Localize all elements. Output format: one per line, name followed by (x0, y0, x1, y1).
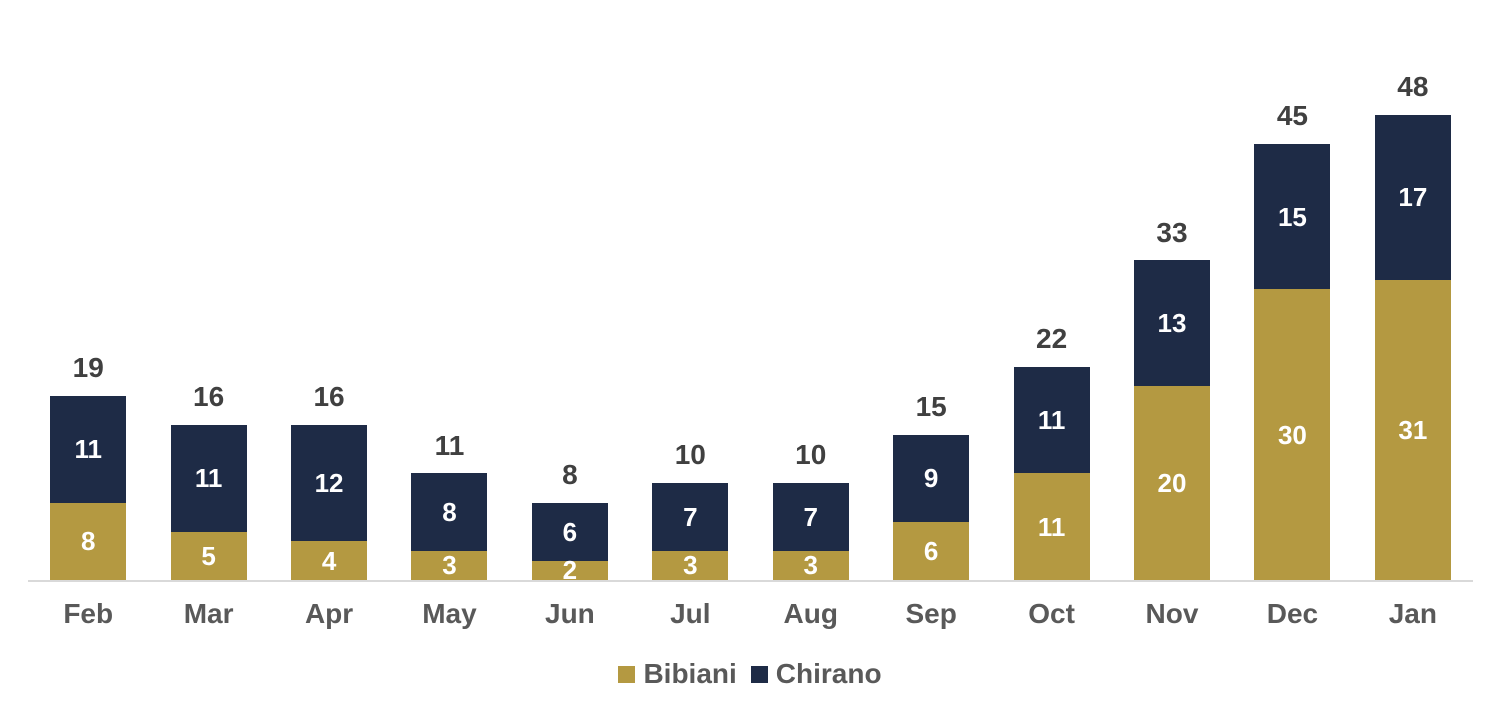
bar-column-aug: 10 7 3 (751, 0, 871, 580)
x-label-aug: Aug (783, 598, 838, 629)
bar-segment-bibiani-nov: 20 (1134, 386, 1210, 580)
bar-segment-chirano-dec: 15 (1254, 144, 1331, 290)
x-label-jan: Jan (1388, 598, 1437, 629)
bar-segment-chirano-mar: 11 (170, 425, 247, 532)
legend-swatch-bibiani-icon (618, 665, 636, 683)
x-label-sep: Sep (905, 598, 957, 629)
bar-segment-chirano-jun: 6 (531, 502, 608, 561)
bar-column-sep: 15 9 6 (871, 0, 991, 580)
bar-segment-bibiani-may: 3 (411, 550, 488, 580)
total-label-nov: 33 (1156, 216, 1188, 248)
total-label-apr: 16 (313, 381, 345, 413)
legend-item-chirano: Chirano (750, 658, 882, 689)
bar-column-oct: 22 11 11 (991, 0, 1111, 580)
total-label-jan: 48 (1397, 71, 1429, 103)
plot-area: 19 11 8 16 11 5 16 12 4 11 8 3 8 6 2 10 7 3 10 7 3 15 9 6 22 11 11… (28, 0, 1473, 580)
x-axis-labels: Feb Mar Apr May Jun Jul Aug Sep Oct Nov Dec Jan (28, 598, 1473, 630)
bar-column-dec: 45 15 30 (1232, 0, 1352, 580)
total-label-dec: 45 (1276, 100, 1308, 132)
bar-segment-chirano-aug: 7 (772, 483, 849, 551)
bar-segment-chirano-apr: 12 (291, 425, 368, 542)
bar-segment-bibiani-feb: 8 (50, 502, 127, 580)
bar-segment-bibiani-mar: 5 (170, 531, 247, 580)
bar-segment-bibiani-oct: 11 (1013, 473, 1090, 580)
legend-swatch-chirano-icon (750, 665, 768, 683)
bar-segment-bibiani-sep: 6 (893, 521, 970, 580)
stacked-bar-feb: 11 8 (50, 395, 127, 580)
bar-column-feb: 19 11 8 (28, 0, 148, 580)
x-label-apr: Apr (304, 598, 354, 629)
bar-segment-chirano-may: 8 (411, 473, 488, 551)
x-label-dec: Dec (1266, 598, 1319, 629)
x-label-mar: Mar (183, 598, 234, 629)
bar-segment-chirano-nov: 13 (1134, 260, 1210, 387)
x-label-feb: Feb (63, 598, 114, 629)
x-axis-line (28, 580, 1473, 582)
bar-column-mar: 16 11 5 (148, 0, 268, 580)
stacked-bar-jan: 17 31 (1374, 115, 1451, 580)
x-label-nov: Nov (1145, 598, 1199, 629)
bar-segment-bibiani-aug: 3 (772, 550, 849, 580)
bar-segment-bibiani-jun: 2 (531, 557, 608, 580)
bar-column-may: 11 8 3 (389, 0, 509, 580)
legend-label-bibiani: Bibiani (643, 658, 737, 689)
total-label-jun: 8 (562, 458, 578, 490)
stacked-bar-nov: 13 20 (1134, 260, 1210, 580)
legend-item-bibiani: Bibiani (618, 658, 737, 689)
x-label-jul: Jul (670, 598, 711, 629)
legend: Bibiani Chirano (0, 660, 1500, 688)
bar-segment-bibiani-apr: 4 (291, 541, 368, 580)
x-label-oct: Oct (1028, 598, 1075, 629)
total-label-mar: 16 (193, 381, 225, 413)
bar-segment-bibiani-jul: 3 (652, 550, 729, 580)
bar-segment-chirano-jan: 17 (1374, 115, 1451, 280)
stacked-bar-mar: 11 5 (170, 425, 247, 580)
bar-segment-chirano-sep: 9 (893, 434, 970, 522)
total-label-aug: 10 (795, 439, 827, 471)
total-label-may: 11 (434, 429, 465, 461)
bar-segment-bibiani-dec: 30 (1254, 289, 1331, 580)
bar-segment-bibiani-jan: 31 (1374, 279, 1451, 580)
legend-label-chirano: Chirano (775, 658, 882, 689)
bar-segment-chirano-oct: 11 (1013, 366, 1090, 474)
total-label-feb: 19 (72, 352, 104, 384)
bar-segment-chirano-feb: 11 (50, 395, 127, 503)
x-label-may: May (422, 598, 477, 629)
total-label-sep: 15 (915, 390, 947, 422)
bar-column-nov: 33 13 20 (1112, 0, 1232, 580)
stacked-bar-dec: 15 30 (1254, 144, 1331, 580)
stacked-bar-oct: 11 11 (1013, 366, 1090, 580)
bar-column-jul: 10 7 3 (630, 0, 750, 580)
bar-column-apr: 16 12 4 (269, 0, 389, 580)
total-label-jul: 10 (674, 439, 706, 471)
bar-segment-chirano-jul: 7 (652, 483, 729, 551)
total-label-oct: 22 (1036, 323, 1068, 355)
x-label-jun: Jun (545, 598, 595, 629)
stacked-bar-apr: 12 4 (291, 425, 368, 580)
bar-column-jan: 48 17 31 (1353, 0, 1473, 580)
